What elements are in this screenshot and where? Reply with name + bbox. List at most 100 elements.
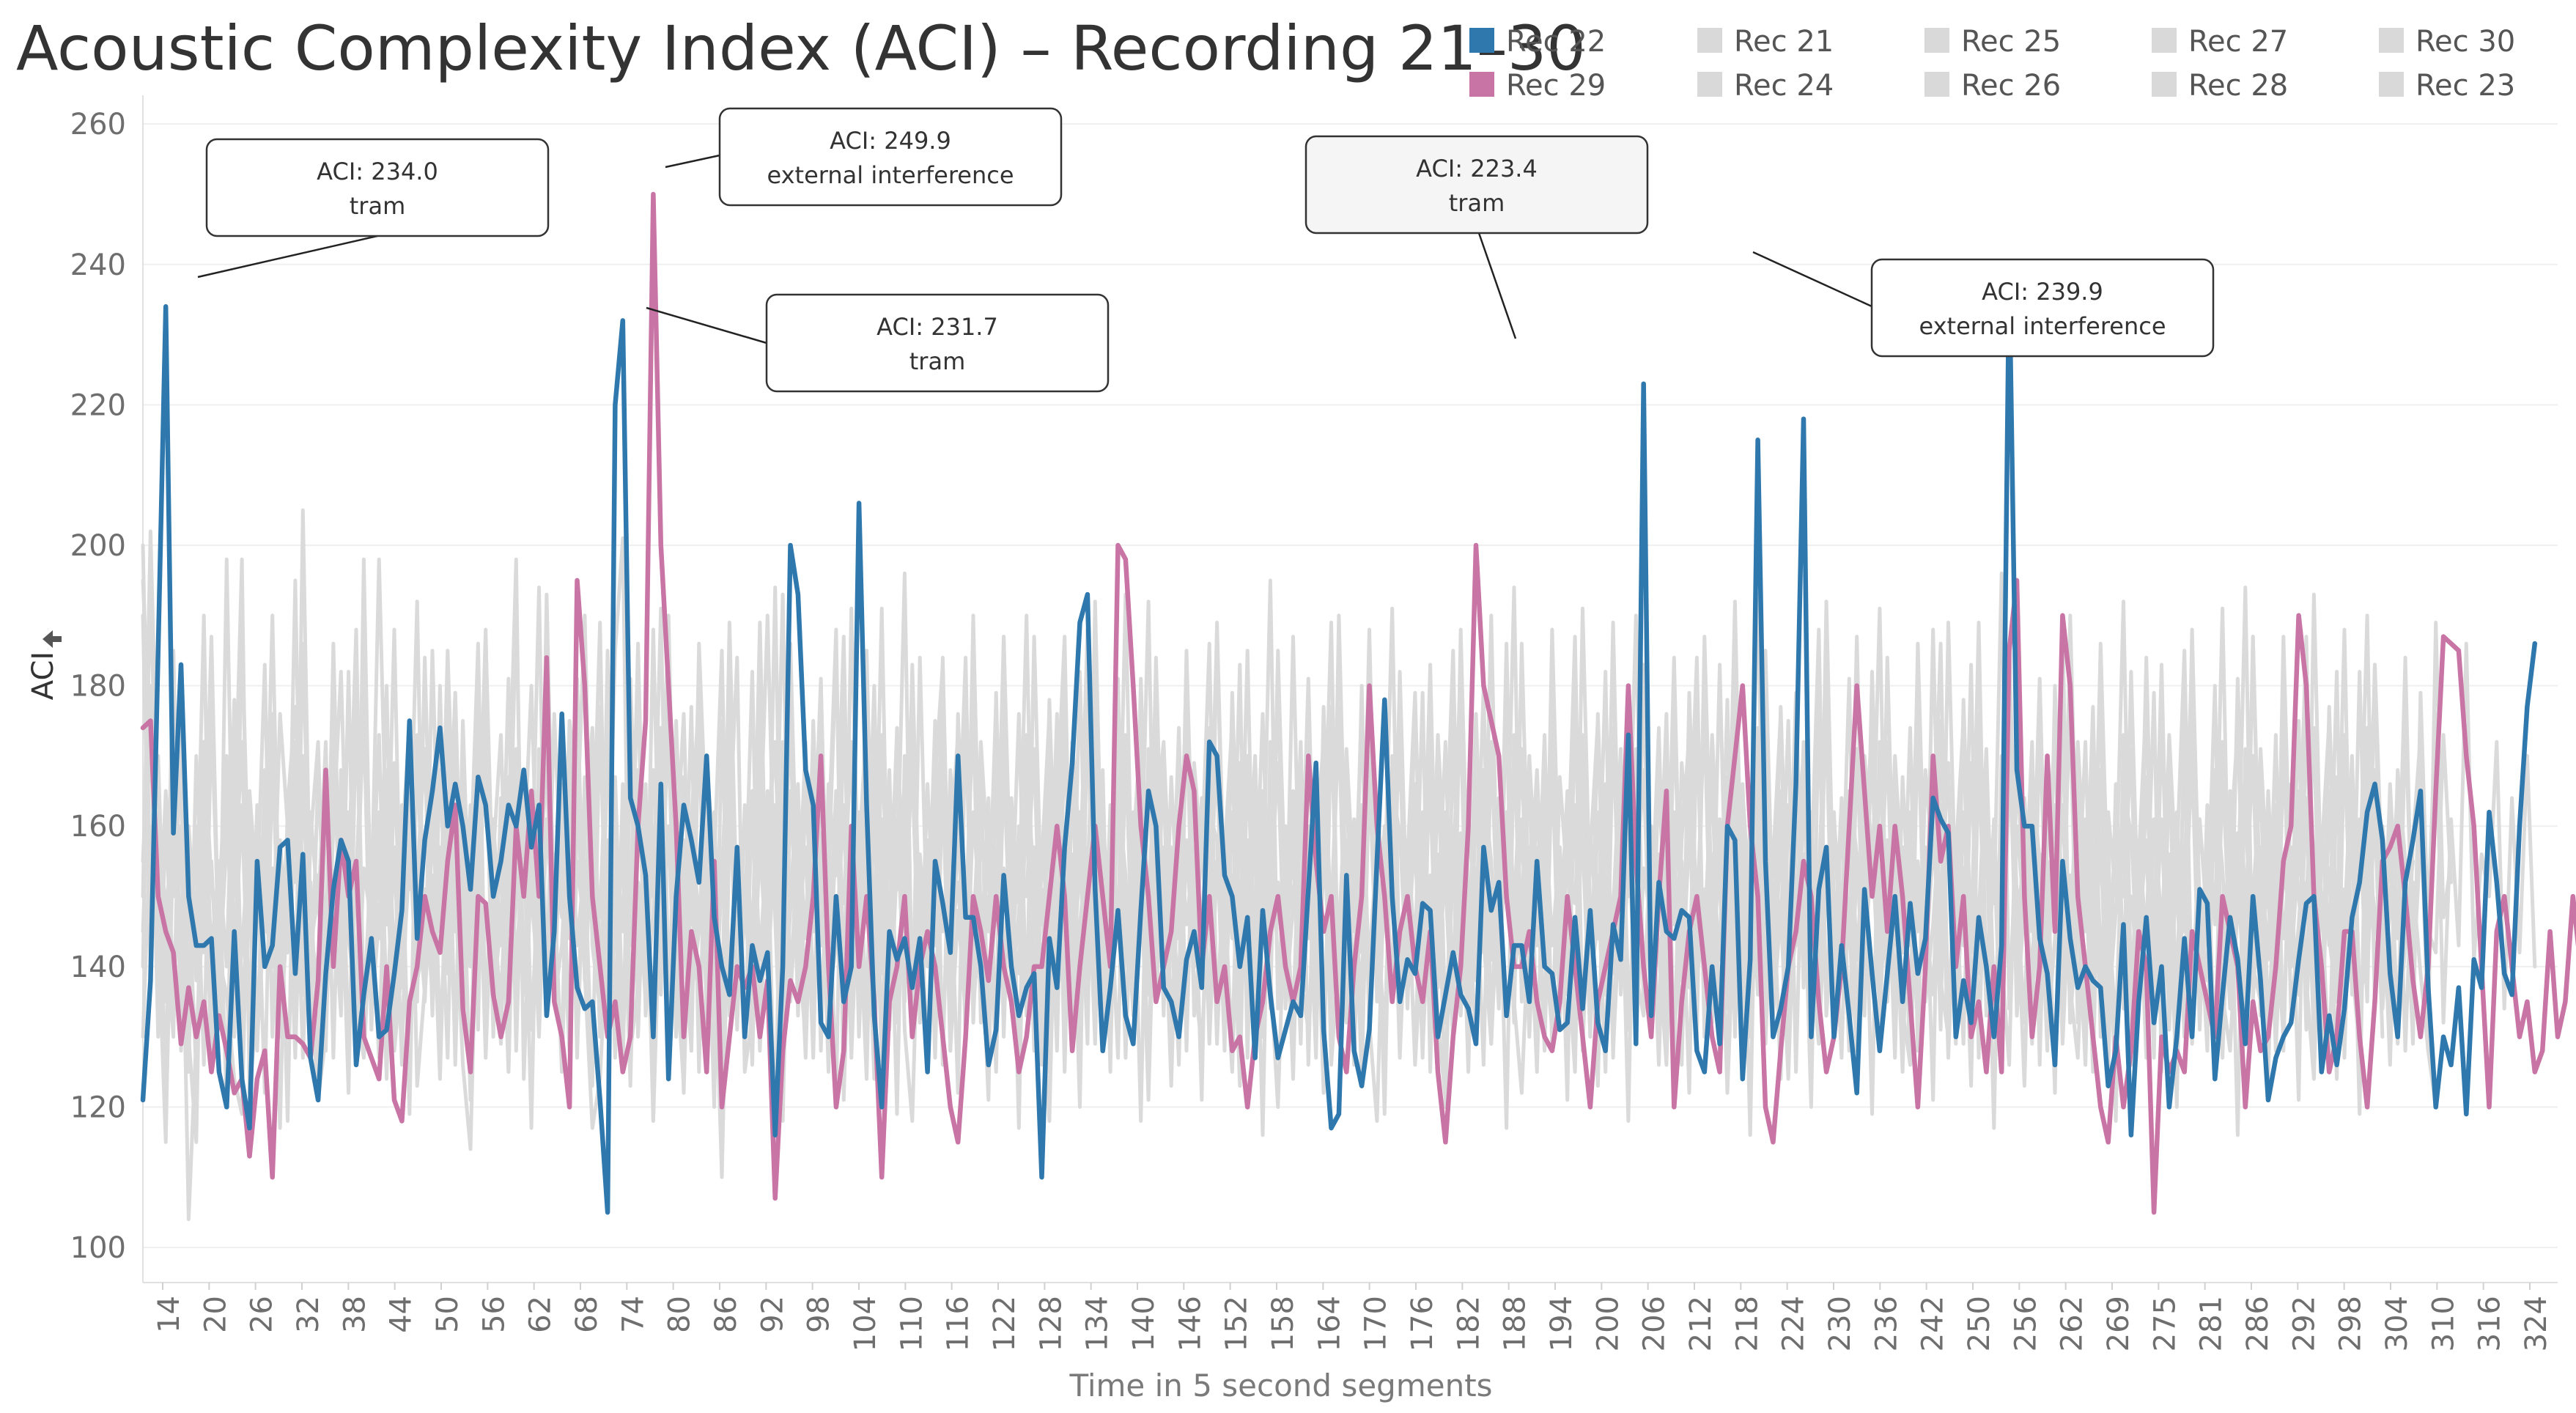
- x-tick-label: 200: [1591, 1296, 1625, 1351]
- x-tick-label: 242: [1916, 1296, 1950, 1351]
- legend-label: Rec 22: [1506, 25, 1606, 59]
- x-tick-label: 230: [1823, 1296, 1857, 1351]
- y-tick-label: 260: [70, 108, 126, 141]
- legend-swatch: [1924, 72, 1949, 97]
- x-tick-label: 20: [199, 1296, 232, 1333]
- legend-item-rec-27[interactable]: Rec 27: [2152, 25, 2288, 59]
- annotation-note: tram: [909, 347, 965, 375]
- x-tick-label: 38: [338, 1296, 372, 1333]
- x-tick-label: 182: [1452, 1296, 1486, 1351]
- legend-item-rec-28[interactable]: Rec 28: [2152, 69, 2288, 103]
- x-tick-label: 140: [1127, 1296, 1161, 1351]
- legend-item-rec-29[interactable]: Rec 29: [1469, 69, 1606, 103]
- annotation-value: ACI: 231.7: [876, 313, 998, 341]
- x-tick-label: 310: [2426, 1296, 2460, 1351]
- legend-swatch: [2379, 28, 2404, 53]
- x-tick-label: 68: [570, 1296, 604, 1333]
- legend-item-rec-25[interactable]: Rec 25: [1924, 25, 2061, 59]
- x-tick-label: 14: [152, 1296, 186, 1333]
- annotation-5: ACI: 239.9 external interference: [1752, 251, 2215, 358]
- x-tick-label: 104: [849, 1296, 882, 1351]
- annotation-1: ACI: 234.0 tram: [197, 138, 550, 278]
- x-tick-label: 128: [1034, 1296, 1068, 1351]
- legend-label: Rec 27: [2188, 25, 2288, 59]
- annotation-value: ACI: 239.9: [1982, 278, 2103, 306]
- legend-item-rec-24[interactable]: Rec 24: [1697, 69, 1834, 103]
- x-tick-label: 218: [1730, 1296, 1764, 1351]
- annotation-box: [1304, 135, 1649, 235]
- annotation-note: tram: [1449, 189, 1505, 217]
- x-tick-label: 170: [1359, 1296, 1393, 1351]
- y-tick-label: 180: [70, 670, 126, 704]
- x-tick-label: 152: [1220, 1296, 1254, 1351]
- legend-label: Rec 28: [2188, 69, 2288, 103]
- x-tick-label: 146: [1173, 1296, 1207, 1351]
- annotation-4: ACI: 223.4 tram: [1304, 135, 1649, 339]
- x-tick-label: 250: [1963, 1296, 1996, 1351]
- annotation-box: [765, 293, 1110, 393]
- x-tick-label: 298: [2334, 1296, 2368, 1351]
- x-tick-label: 262: [2056, 1296, 2089, 1351]
- series-line-rec-27: [141, 543, 2392, 1074]
- legend-label: Rec 29: [1506, 69, 1606, 103]
- x-tick-label: 44: [385, 1296, 418, 1333]
- sort-icon: [43, 630, 62, 648]
- legend-swatch: [1697, 72, 1722, 97]
- x-tick-label: 110: [895, 1296, 929, 1351]
- x-tick-label: 292: [2287, 1296, 2321, 1351]
- legend-swatch: [2152, 72, 2177, 97]
- x-tick-label: 269: [2102, 1296, 2136, 1351]
- legend: Rec 22 Rec 29 Rec 21 Rec 24 Rec 25 Rec 26 Rec …: [1469, 25, 2515, 103]
- annotation-value: ACI: 249.9: [830, 127, 951, 155]
- x-tick-label: 236: [1870, 1296, 1903, 1351]
- x-tick-label: 316: [2473, 1296, 2507, 1351]
- legend-item-rec-22[interactable]: Rec 22: [1469, 25, 1606, 59]
- annotation-leader: [1752, 251, 1872, 308]
- x-tick-label: 158: [1266, 1296, 1300, 1351]
- y-tick-label: 160: [70, 810, 126, 844]
- y-tick-label: 120: [70, 1091, 126, 1124]
- legend-item-rec-21[interactable]: Rec 21: [1697, 25, 1834, 59]
- x-tick-labels: 14 20 26 32 38 44 50 56 62 68 74 80 86 92 98 104 110 116 1…: [152, 1283, 2553, 1351]
- y-tick-label: 240: [70, 248, 126, 282]
- legend-swatch: [1469, 28, 1494, 53]
- annotation-leader: [665, 154, 720, 169]
- y-tick-label: 220: [70, 388, 126, 422]
- legend-label: Rec 25: [1961, 25, 2061, 59]
- x-tick-label: 92: [756, 1296, 789, 1333]
- annotation-leader: [197, 235, 378, 278]
- legend-swatch: [2152, 28, 2177, 53]
- legend-label: Rec 30: [2416, 25, 2515, 59]
- sort-icon-arrow: [43, 630, 62, 648]
- x-tick-label: 98: [802, 1296, 836, 1333]
- annotations: ACI: 234.0 tram ACI: 249.9 external interfe…: [197, 107, 2215, 393]
- highlight-series: [140, 191, 2576, 1215]
- legend-item-rec-30[interactable]: Rec 30: [2379, 25, 2515, 59]
- legend-item-rec-23[interactable]: Rec 23: [2379, 69, 2515, 103]
- legend-label: Rec 24: [1734, 69, 1834, 103]
- x-tick-label: 122: [988, 1296, 1022, 1351]
- legend-label: Rec 21: [1734, 25, 1834, 59]
- x-tick-label: 50: [431, 1296, 465, 1333]
- x-tick-label: 286: [2241, 1296, 2275, 1351]
- annotation-leader: [1477, 232, 1517, 339]
- legend-swatch: [1469, 72, 1494, 97]
- chart-title: Acoustic Complexity Index (ACI) – Record…: [16, 12, 1586, 84]
- legend-label: Rec 23: [2416, 69, 2515, 103]
- x-tick-label: 206: [1638, 1296, 1672, 1351]
- x-tick-label: 188: [1499, 1296, 1532, 1351]
- annotation-3: ACI: 231.7 tram: [646, 293, 1110, 393]
- legend-item-rec-26[interactable]: Rec 26: [1924, 69, 2061, 103]
- x-tick-label: 86: [709, 1296, 743, 1333]
- annotation-box: [205, 138, 550, 237]
- y-tick-label: 200: [70, 529, 126, 563]
- annotation-note: external interference: [767, 161, 1014, 189]
- x-tick-label: 224: [1777, 1296, 1811, 1351]
- y-tick-label: 100: [70, 1231, 126, 1265]
- x-tick-label: 134: [1081, 1296, 1115, 1351]
- annotation-box: [718, 107, 1063, 207]
- annotation-value: ACI: 234.0: [317, 158, 438, 185]
- legend-label: Rec 26: [1961, 69, 2061, 103]
